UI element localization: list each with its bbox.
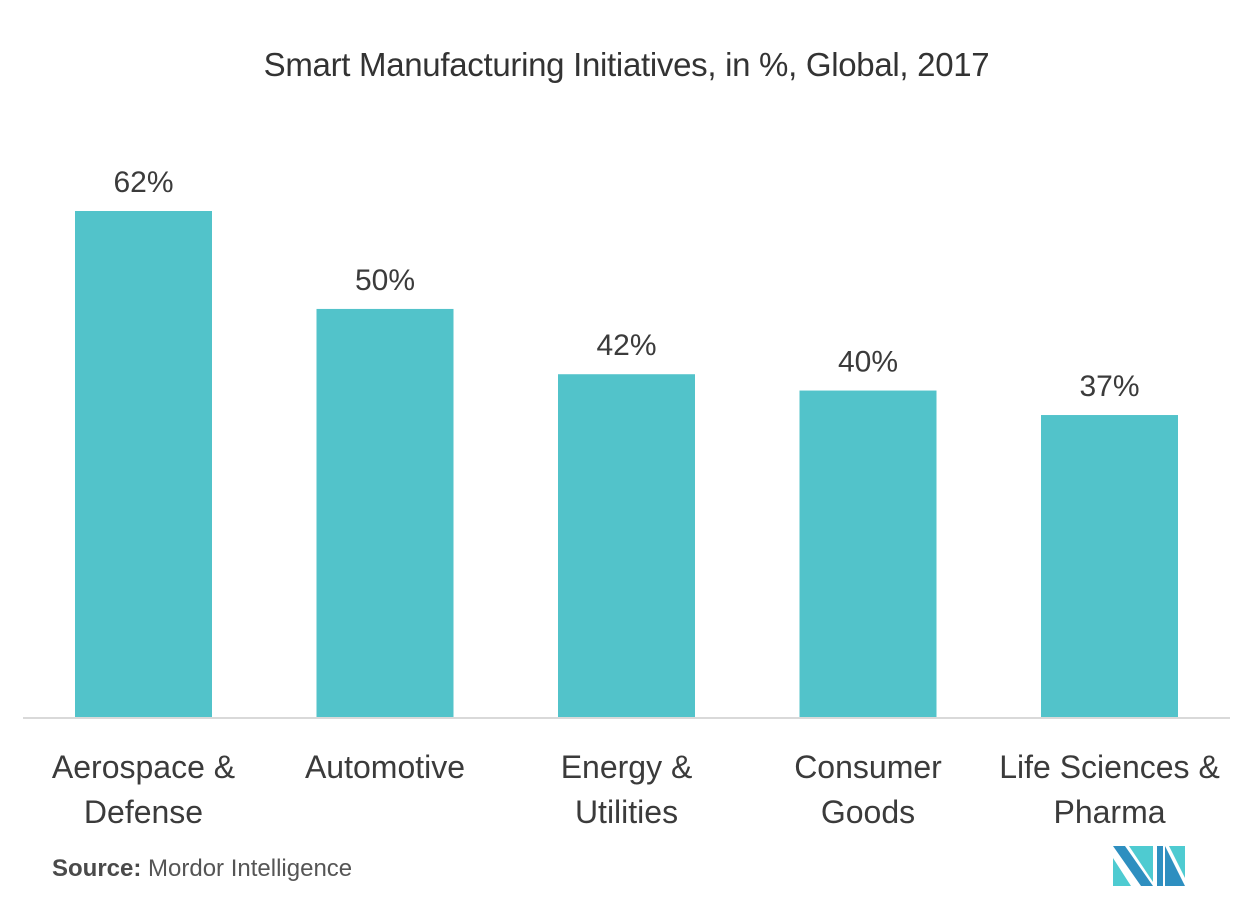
x-tick-label: Aerospace & Defense: [52, 749, 235, 830]
x-tick-label: Automotive: [305, 749, 465, 785]
chart-title: Smart Manufacturing Initiatives, in %, G…: [263, 46, 990, 83]
bar: [1041, 415, 1178, 717]
source-text: Mordor Intelligence: [148, 855, 353, 882]
data-label: 50%: [355, 264, 415, 297]
bar: [75, 211, 212, 717]
data-label: 62%: [113, 166, 173, 199]
source-note: Source: Mordor Intelligence: [52, 855, 352, 883]
source-label: Source:: [52, 855, 142, 882]
bar: [799, 390, 937, 717]
bar: [558, 374, 695, 717]
x-tick-label: Energy & Utilities: [561, 749, 693, 830]
data-label: 40%: [838, 346, 898, 379]
x-tick-label: Life Sciences & Pharma: [999, 749, 1220, 830]
data-label: 37%: [1079, 370, 1139, 403]
bar: [316, 308, 454, 717]
mordor-intelligence-logo-icon: [1113, 846, 1185, 886]
data-label: 42%: [596, 329, 656, 362]
x-tick-label: Consumer Goods: [794, 749, 942, 830]
